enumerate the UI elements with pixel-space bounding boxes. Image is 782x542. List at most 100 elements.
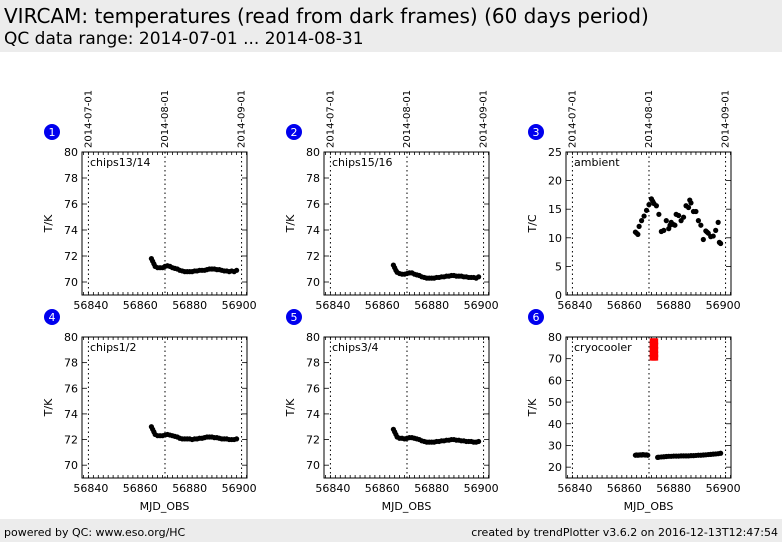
panel-2-x-tick-label: 56840 [315,299,350,312]
panel-1-x-tick-label: 56880 [172,299,207,312]
panel-6-y-tick-label: 30 [548,439,562,452]
panel-1-y-tick-label: 70 [64,276,78,289]
panel-1-y-axis-label: T/K [42,214,55,233]
panel-3-date-label: 2014-09-01 [721,90,732,148]
panel-6-x-tick-label: 56880 [656,482,691,495]
panel-3-data-point [688,200,694,206]
panel-2-badge [286,124,302,140]
panel-3-data-point [680,214,687,220]
panel-3-date-label: 2014-08-01 [644,90,655,148]
panel-3-series-label: ambient [574,156,620,169]
panel-1-series-label: chips13/14 [90,156,151,169]
panel-3-data-point [695,218,701,224]
panel-5-data-point [476,438,482,445]
panel-3-y-tick-label: 20 [548,175,562,188]
panel-3-data-point [676,212,682,219]
panel-2-x-tick-label: 56880 [414,299,449,312]
panel-1-badge-number: 1 [49,126,56,139]
panel-5-y-axis-label: T/K [284,398,297,417]
panel-3-data-point [713,227,719,233]
panel-4-x-tick-label: 56900 [222,482,257,495]
page-title: VIRCAM: temperatures (read from dark fra… [4,4,649,28]
panel-6-outlier-point [652,342,659,349]
panel-3-data-point [700,236,706,243]
panel-3-x-tick-label: 56900 [706,299,741,312]
panel-5-badge-number: 5 [291,311,298,324]
page-subtitle: QC data range: 2014-07-01 ... 2014-08-31 [4,29,364,49]
panel-3-data-point [641,213,647,219]
footer: powered by QC: www.eso.org/HC created by… [0,519,782,542]
panel-2-x-tick-label: 56900 [464,299,499,312]
panel-3-data-point [663,218,669,224]
panel-2-x-tick-label: 56860 [365,299,400,312]
panel-4-y-tick-label: 76 [64,382,78,395]
panel-1-date-label: 2014-09-01 [237,90,248,148]
panel-6-outlier-point [652,351,659,358]
panel-3-data-point [636,223,642,229]
panel-3-y-tick-label: 5 [555,260,562,273]
panel-5-x-tick-label: 56900 [464,482,499,495]
panel-4-data-point [234,436,240,442]
panel-4-y-tick-label: 80 [64,331,78,344]
panel-2-y-tick-label: 74 [306,224,320,237]
panel-5-x-axis-label: MJD_OBS [382,500,432,513]
panel-3-date-label: 2014-07-01 [567,90,578,148]
panel-1-y-tick-label: 76 [64,198,78,211]
panel-3-data-point [646,202,652,208]
panel-6-outlier-point [652,354,659,361]
panel-5-x-tick-label: 56880 [414,482,449,495]
panel-3-data-point [718,240,724,247]
panel-4-badge [44,309,60,325]
panel-2-y-tick-label: 72 [306,250,320,263]
panel-6-x-tick-label: 56840 [557,482,592,495]
panel-6-badge [528,309,544,325]
panel-2-y-tick-label: 78 [306,172,320,185]
panel-5-y-tick-label: 72 [306,434,320,447]
panel-3-data-point [656,211,662,217]
panel-6-outlier-point [652,347,659,354]
panel-1-y-tick-label: 80 [64,146,78,159]
panel-6-y-axis-label: T/K [526,398,539,417]
panel-1-badge [44,124,60,140]
panel-3-data-point [698,222,704,228]
panel-6-x-tick-label: 56860 [607,482,642,495]
footer-powered-by: powered by QC: www.eso.org/HC [4,526,186,539]
panel-3-data-point [672,222,678,228]
panel-5-axes-frame [323,336,490,479]
panel-3-x-tick-label: 56860 [607,299,642,312]
panel-6-x-tick-label: 56900 [706,482,741,495]
panel-1-data-point [234,267,240,273]
panel-3-data-point [638,218,645,224]
panel-6-y-tick-label: 20 [548,461,562,474]
panel-6-data-point [718,450,724,456]
panel-6-y-tick-label: 50 [548,396,562,409]
panel-5-series-label: chips3/4 [332,341,379,354]
panel-3-y-tick-label: 15 [548,203,562,216]
panel-2-series-label: chips15/16 [332,156,393,169]
panel-6-y-tick-label: 70 [548,353,562,366]
panel-1-y-tick-label: 74 [64,224,78,237]
panel-4-x-tick-label: 56860 [123,482,158,495]
panel-6-x-axis-label: MJD_OBS [624,500,674,513]
panel-3-data-point [693,208,699,215]
panel-6-series-label: cryocooler [574,341,632,354]
panel-3-badge [528,124,544,140]
panel-6-y-tick-label: 40 [548,418,562,431]
panel-3-data-point [661,227,667,233]
panel-4-x-tick-label: 56880 [172,482,207,495]
panel-2-date-label: 2014-08-01 [402,90,413,148]
panel-6-y-tick-label: 80 [548,331,562,344]
panel-6-badge-number: 6 [533,311,540,324]
panel-1-y-tick-label: 72 [64,250,78,263]
panel-6-outlier-point [652,338,659,345]
panel-3-y-tick-label: 0 [555,289,562,302]
panel-1-x-tick-label: 56900 [222,299,257,312]
panel-1-date-label: 2014-08-01 [160,90,171,148]
panel-3-y-tick-label: 25 [548,146,562,159]
panel-3-x-tick-label: 56880 [656,299,691,312]
panel-5-y-tick-label: 74 [306,408,320,421]
panel-3-badge-number: 3 [533,126,540,139]
panel-2-y-tick-label: 76 [306,198,320,211]
panel-5-x-tick-label: 56840 [315,482,350,495]
panel-3-data-point [710,233,716,239]
